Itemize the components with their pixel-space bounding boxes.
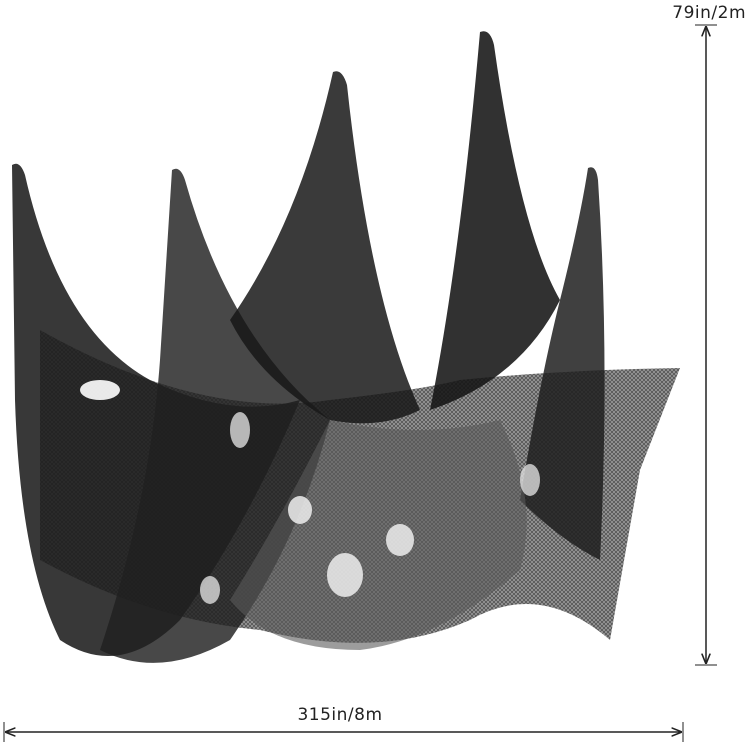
cloth bbox=[12, 31, 680, 663]
width-label: 315in/8m bbox=[297, 705, 382, 725]
height-dimension: 79in/2m bbox=[672, 3, 746, 666]
width-dimension: 315in/8m bbox=[3, 705, 684, 742]
height-label: 79in/2m bbox=[672, 3, 746, 23]
